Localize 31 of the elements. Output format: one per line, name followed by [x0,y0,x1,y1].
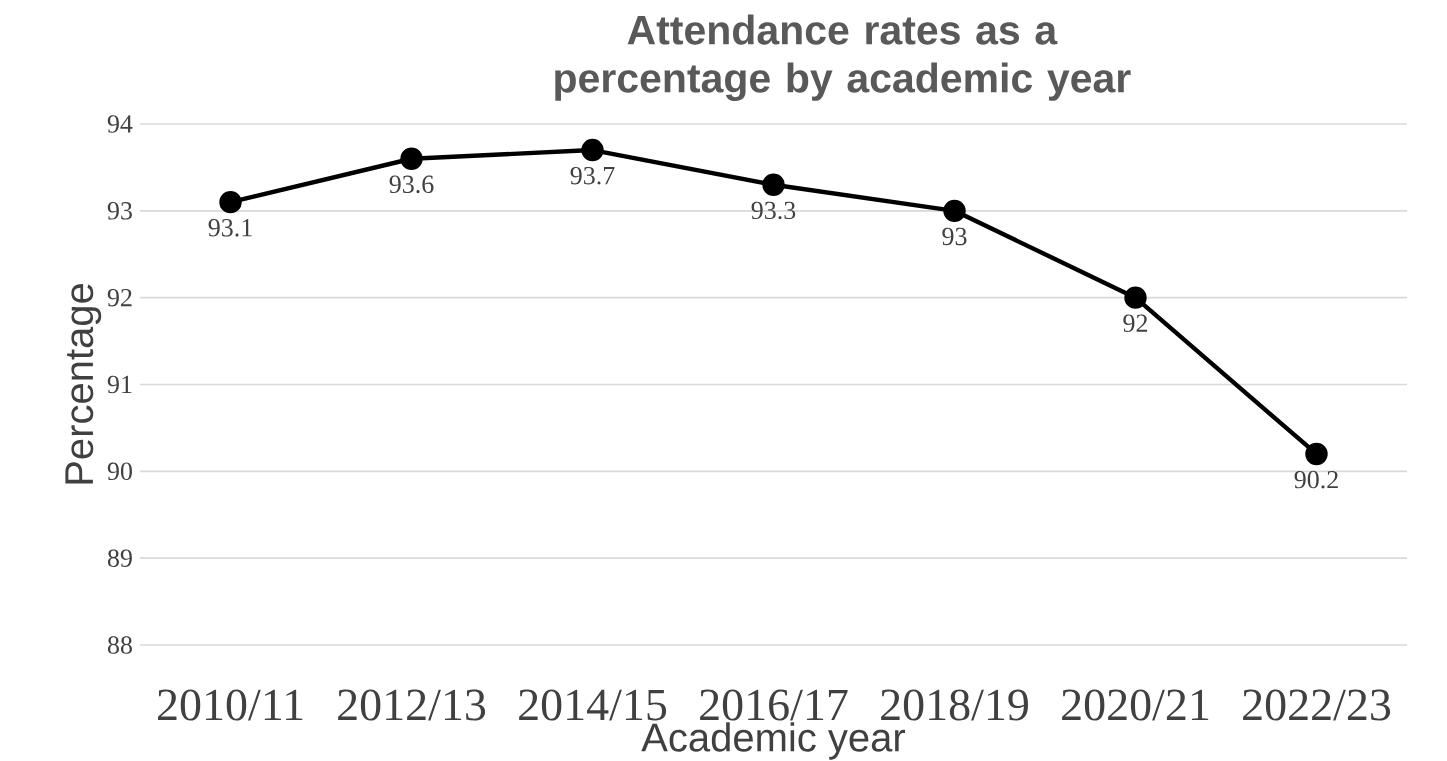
y-tick-label: 93 [107,202,132,220]
x-tick-label: 2022/23 [1243,689,1391,721]
point [1124,286,1147,309]
point [762,173,785,196]
y-tick-label: 88 [107,636,132,654]
data-label: 93 [942,227,967,246]
y-tick-label: 90 [107,462,132,481]
point [943,199,966,223]
x-tick-label: 2010/11 [157,689,303,721]
data-label: 93.7 [570,166,615,185]
point [581,138,604,162]
data-label: 92 [1123,314,1148,332]
chart-title: Attendance rates as a percentage by academic year [555,14,1131,101]
x-tick-label: 2018/19 [881,689,1028,721]
data-label: 90.2 [1294,470,1338,489]
y-tick-label: 89 [107,549,132,567]
x-tick-label: 2016/17 [700,689,848,721]
x-tick-label: 2012/13 [338,689,486,721]
point [400,147,423,170]
y-tick-label: 92 [107,288,132,307]
x-axis-title: Academic year [641,722,906,760]
point [1305,442,1328,466]
y-tick-label: 94 [107,115,133,133]
y-axis-title: Percentage [65,284,102,484]
data-label: 93.1 [208,219,252,237]
x-tick-label: 2020/21 [1062,689,1209,721]
x-tick-label: 2014/15 [519,689,667,721]
y-tick-label: 91 [107,375,132,394]
data-label: 93.6 [389,175,434,194]
data-label: 93.3 [751,201,796,220]
point [219,190,242,214]
